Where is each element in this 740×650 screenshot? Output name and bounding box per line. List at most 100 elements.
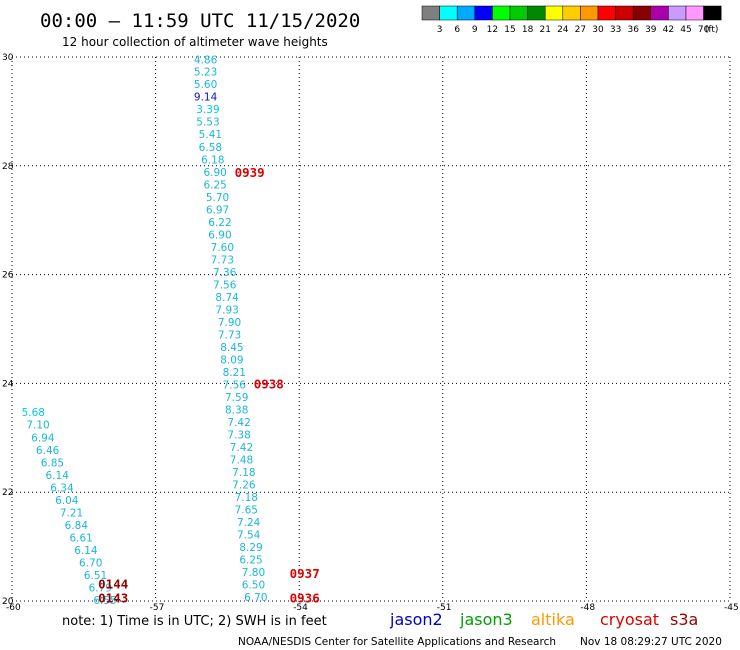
note-text: note: 1) Time is in UTC; 2) SWH is in fe… [62, 614, 327, 629]
y-tick-label: 22 [2, 488, 13, 498]
chart-title: 00:00 – 11:59 UTC 11/15/2020 [40, 10, 360, 32]
pass-time-label: 0937 [290, 566, 320, 581]
colorbar-swatch [439, 5, 458, 21]
wave-height-point: 7.90 [218, 317, 241, 329]
colorbar-swatch [562, 5, 581, 21]
pass-time-label: 0144 [98, 577, 128, 592]
colorbar-swatch [492, 5, 511, 21]
wave-height-point: 6.18 [201, 154, 224, 166]
wave-height-point: 3.39 [196, 104, 219, 116]
wave-height-point: 6.84 [65, 520, 89, 532]
header: 00:00 – 11:59 UTC 11/15/2020 12 hour col… [40, 10, 360, 49]
colorbar-swatch [580, 5, 599, 21]
colorbar-label: 24 [557, 25, 569, 35]
y-tick-label: 24 [2, 379, 14, 389]
colorbar-swatch [685, 5, 704, 21]
colorbar-label: 3 [437, 25, 443, 35]
wave-height-point: 6.46 [36, 445, 60, 457]
colorbar-label: 6 [454, 25, 460, 35]
colorbar-label: 27 [575, 25, 586, 35]
wave-height-point: 6.90 [208, 229, 231, 241]
wave-height-point: 6.61 [69, 532, 92, 544]
wave-height-point: 7.93 [215, 304, 238, 316]
wave-height-point: 5.60 [194, 79, 217, 91]
chart-subtitle: 12 hour collection of altimeter wave hei… [62, 35, 328, 49]
wave-height-point: 7.56 [223, 379, 247, 391]
legend-jason3: jason3 [459, 610, 513, 629]
colorbar-label: 33 [610, 25, 621, 35]
wave-height-point: 9.14 [194, 92, 218, 104]
wave-height-point: 6.25 [239, 555, 262, 567]
wave-height-point: 7.18 [232, 467, 255, 479]
legend-cryosat: cryosat [600, 610, 659, 629]
colorbar-label: 70 [698, 25, 710, 35]
x-tick-label: -57 [150, 603, 165, 613]
wave-height-point: 6.14 [74, 545, 98, 557]
wave-height-point: 8.74 [215, 292, 239, 304]
colorbar-label: 30 [592, 25, 604, 35]
wave-height-point: 6.94 [31, 432, 55, 444]
wave-height-point: 6.25 [203, 179, 226, 191]
wave-height-point: 6.85 [41, 457, 64, 469]
wave-height-point: 8.09 [220, 354, 243, 366]
x-tick-label: -48 [580, 603, 595, 613]
footer: note: 1) Time is in UTC; 2) SWH is in fe… [62, 610, 722, 648]
colorbar-swatch [615, 5, 634, 21]
generated-timestamp: Nov 18 08:29:27 UTC 2020 [580, 636, 722, 648]
satellite-legend: jason2 jason3 altika cryosat s3a [389, 610, 698, 629]
colorbar: 3 6 9 12 15 18 21 24 27 30 33 36 39 42 45 70(ft) [421, 5, 722, 35]
legend-jason2: jason2 [389, 610, 443, 629]
wave-height-point: 7.54 [237, 530, 261, 542]
pass-time-label: 0143 [98, 590, 128, 605]
colorbar-swatch [650, 5, 669, 21]
wave-height-point: 6.70 [79, 557, 102, 569]
legend-altika: altika [531, 610, 575, 629]
colorbar-label: 42 [663, 25, 674, 35]
colorbar-swatch [509, 5, 528, 21]
colorbar-label: 21 [539, 25, 550, 35]
y-tick-label: 28 [2, 162, 14, 172]
wave-height-point: 7.36 [213, 267, 237, 279]
wave-height-point: 7.80 [242, 567, 265, 579]
x-tick-label: -45 [724, 603, 739, 613]
wave-height-point: 4.86 [194, 55, 218, 67]
x-tick-label: -51 [437, 603, 452, 613]
y-tick-label: 26 [2, 271, 14, 281]
wave-height-points: 4.865.235.609.143.395.535.416.586.186.90… [22, 55, 268, 607]
pass-time-label: 0936 [290, 590, 320, 605]
wave-height-point: 6.34 [50, 482, 74, 494]
colorbar-swatch [474, 5, 493, 21]
wave-height-point: 7.42 [230, 442, 253, 454]
wave-height-point: 7.59 [225, 392, 248, 404]
x-tick-label: -60 [6, 603, 21, 613]
wave-height-point: 7.26 [232, 480, 256, 492]
wave-height-point: 6.55 [93, 595, 116, 607]
wave-height-point: 5.53 [196, 117, 219, 129]
colorbar-swatch [597, 5, 616, 21]
wave-height-point: 6.51 [84, 570, 107, 582]
wave-height-point: 7.42 [227, 417, 250, 429]
wave-height-point: 7.18 [235, 492, 258, 504]
wave-height-point: 7.65 [235, 505, 258, 517]
wave-height-point: 7.24 [237, 517, 261, 529]
wave-height-point: 8.21 [223, 367, 246, 379]
wave-height-point: 7.73 [211, 254, 234, 266]
colorbar-swatch [421, 5, 440, 21]
grid [11, 56, 731, 602]
colorbar-swatch [668, 5, 687, 21]
axis-ticks: -60 -57 -54 -51 -48 -45 20 22 24 26 28 30 [2, 53, 739, 613]
wave-height-point: 7.73 [218, 329, 241, 341]
colorbar-label: 15 [504, 25, 515, 35]
colorbar-swatch [544, 5, 564, 21]
wave-height-point: 6.90 [203, 167, 226, 179]
wave-height-point: 5.68 [22, 407, 45, 419]
pass-time-label: 0938 [254, 376, 284, 391]
wave-height-point: 5.23 [194, 67, 217, 79]
pass-time-label: 0939 [235, 165, 265, 180]
wave-height-point: 5.41 [199, 129, 222, 141]
wave-height-point: 6.97 [206, 204, 229, 216]
wave-height-point: 7.60 [211, 242, 234, 254]
wave-height-point: 6.50 [242, 580, 265, 592]
colorbar-label: 12 [487, 25, 498, 35]
